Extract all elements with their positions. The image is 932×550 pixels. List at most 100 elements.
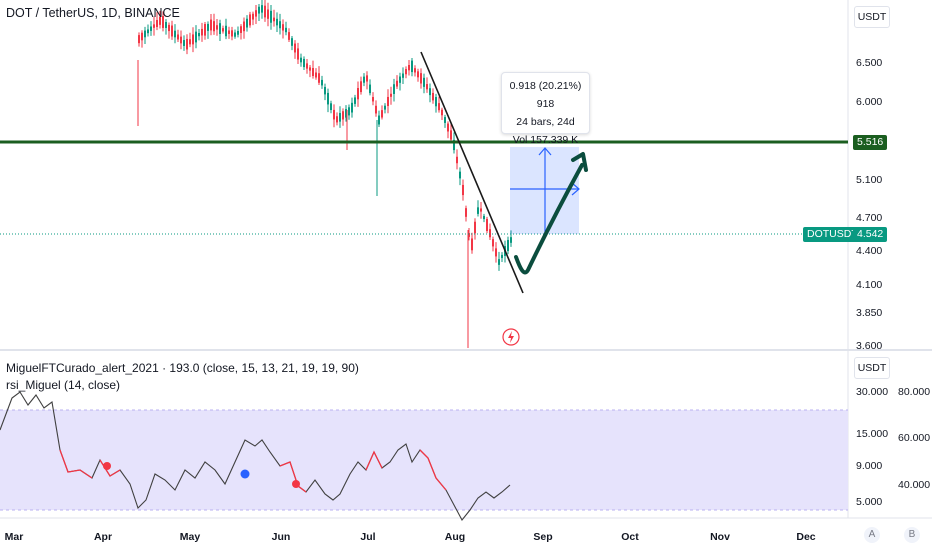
candle-body	[465, 208, 467, 217]
a-button-label: A	[868, 529, 876, 540]
candle-body	[306, 63, 308, 69]
candle-body	[255, 10, 257, 17]
rsi-signal-dot	[292, 480, 300, 488]
candle-body	[237, 30, 239, 35]
rsi-red-segment	[365, 450, 383, 471]
candle-body	[483, 215, 485, 220]
rsi-signal-dot	[240, 469, 250, 479]
candle-body	[330, 103, 332, 111]
candle-body	[423, 77, 425, 87]
price-axis[interactable]: 6.500 6.000 5.100 4.700 4.400 4.100 3.850 3.600	[856, 57, 882, 352]
candle-body	[294, 43, 296, 53]
candle-body	[228, 30, 230, 34]
rsi-red-segment	[59, 449, 93, 479]
candle-body	[156, 19, 158, 27]
candle-body	[375, 105, 377, 114]
candle-body	[420, 73, 422, 84]
candle-body	[384, 105, 386, 110]
candle-body	[327, 92, 329, 105]
candle-body	[174, 30, 176, 38]
candle-body	[387, 96, 389, 106]
candle-body	[261, 5, 263, 13]
candle-body	[231, 30, 233, 37]
hand-drawn-arrow-head	[571, 152, 588, 172]
price-tick-label: 3.600	[856, 340, 882, 352]
candle-body	[270, 10, 272, 23]
indicator-axis-right[interactable]: 80.000 60.000 40.000	[898, 386, 930, 491]
candle-body	[396, 80, 398, 87]
candle-body	[489, 229, 491, 238]
candle-body	[171, 25, 173, 37]
candle-body	[495, 248, 497, 257]
candle-body	[486, 219, 488, 231]
time-axis[interactable]: Mar Apr May Jun Jul Aug Sep Oct Nov Dec	[5, 531, 816, 543]
candle-body	[369, 84, 371, 94]
candle-body	[267, 9, 269, 19]
indicator-axis-left[interactable]: 30.000 15.000 9.000 5.000	[856, 386, 888, 508]
last-price-tag: 4.542	[853, 227, 888, 242]
candle-body	[279, 21, 281, 29]
candle-body	[165, 22, 167, 28]
candle-body	[168, 24, 170, 32]
candle-body	[372, 97, 374, 102]
trend-line[interactable]	[420, 51, 524, 294]
indicator-tick-label: 9.000	[856, 460, 882, 472]
candle-body	[291, 38, 293, 46]
candle-body	[288, 32, 290, 40]
indicator-tick-label: 40.000	[898, 479, 930, 491]
candle-body	[507, 239, 509, 252]
candle-body	[450, 130, 452, 140]
candle-body	[339, 113, 341, 122]
candle-body	[366, 75, 368, 82]
indicator-tick-label: 15.000	[856, 428, 888, 440]
a-button[interactable]: A	[864, 527, 880, 543]
indicator-tick-label: 5.000	[856, 496, 882, 508]
price-tick-label: 6.000	[856, 96, 882, 108]
level-price-tag[interactable]: 5.516	[853, 135, 888, 150]
candle-body	[213, 21, 215, 32]
measure-info-box: 0.918 (20.21%) 918 24 bars, 24d Vol 157.…	[501, 72, 590, 146]
candle-body	[453, 139, 455, 151]
candle-body	[246, 18, 248, 28]
measure-volume: Vol 157.339 K	[512, 134, 579, 146]
candle-body	[498, 259, 500, 265]
candle-body	[321, 79, 323, 86]
indicator-legend-2[interactable]: rsi_Miguel (14, close)	[6, 378, 121, 392]
time-tick-label: Mar	[5, 531, 24, 543]
candle-body	[402, 73, 404, 78]
rsi-red-segment	[419, 449, 447, 491]
indicator-currency-button[interactable]: USDT	[854, 357, 890, 379]
candle-body	[336, 116, 338, 123]
hand-drawn-arrow[interactable]	[514, 163, 584, 275]
measure-up-arrow	[538, 147, 552, 156]
candle-body	[456, 156, 458, 164]
lightning-icon[interactable]	[502, 328, 520, 346]
candle-body	[309, 67, 311, 71]
symbol-tag: DOTUSDT	[803, 227, 862, 242]
candle-body	[207, 23, 209, 31]
candle-body	[204, 23, 206, 36]
indicator-tick-label: 80.000	[898, 386, 930, 398]
main-pane[interactable]	[0, 0, 848, 348]
time-tick-label: Aug	[445, 531, 465, 543]
candle-body	[234, 32, 236, 37]
chart-title[interactable]: DOT / TetherUS, 1D, BINANCE	[6, 6, 180, 20]
candle-body	[189, 39, 191, 45]
time-tick-label: Jul	[360, 531, 375, 543]
candle-body	[357, 88, 359, 100]
time-tick-label: Apr	[94, 531, 112, 543]
candle-body	[300, 57, 302, 63]
candle-body	[408, 65, 410, 71]
candle-body	[474, 221, 476, 234]
b-button[interactable]: B	[904, 527, 920, 543]
candle-body	[258, 6, 260, 14]
indicator-legend-1[interactable]: MiguelFTCurado_alert_2021 · 193.0 (close…	[6, 361, 359, 375]
candle-body	[459, 171, 461, 179]
candle-body	[492, 239, 494, 247]
candle-body	[348, 107, 350, 116]
candle-body	[252, 13, 254, 20]
currency-button[interactable]: USDT	[854, 6, 890, 28]
candle-body	[444, 117, 446, 123]
candle-body	[318, 73, 320, 83]
